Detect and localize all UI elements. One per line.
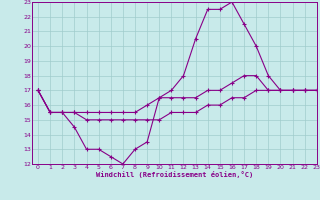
X-axis label: Windchill (Refroidissement éolien,°C): Windchill (Refroidissement éolien,°C) (96, 171, 253, 178)
